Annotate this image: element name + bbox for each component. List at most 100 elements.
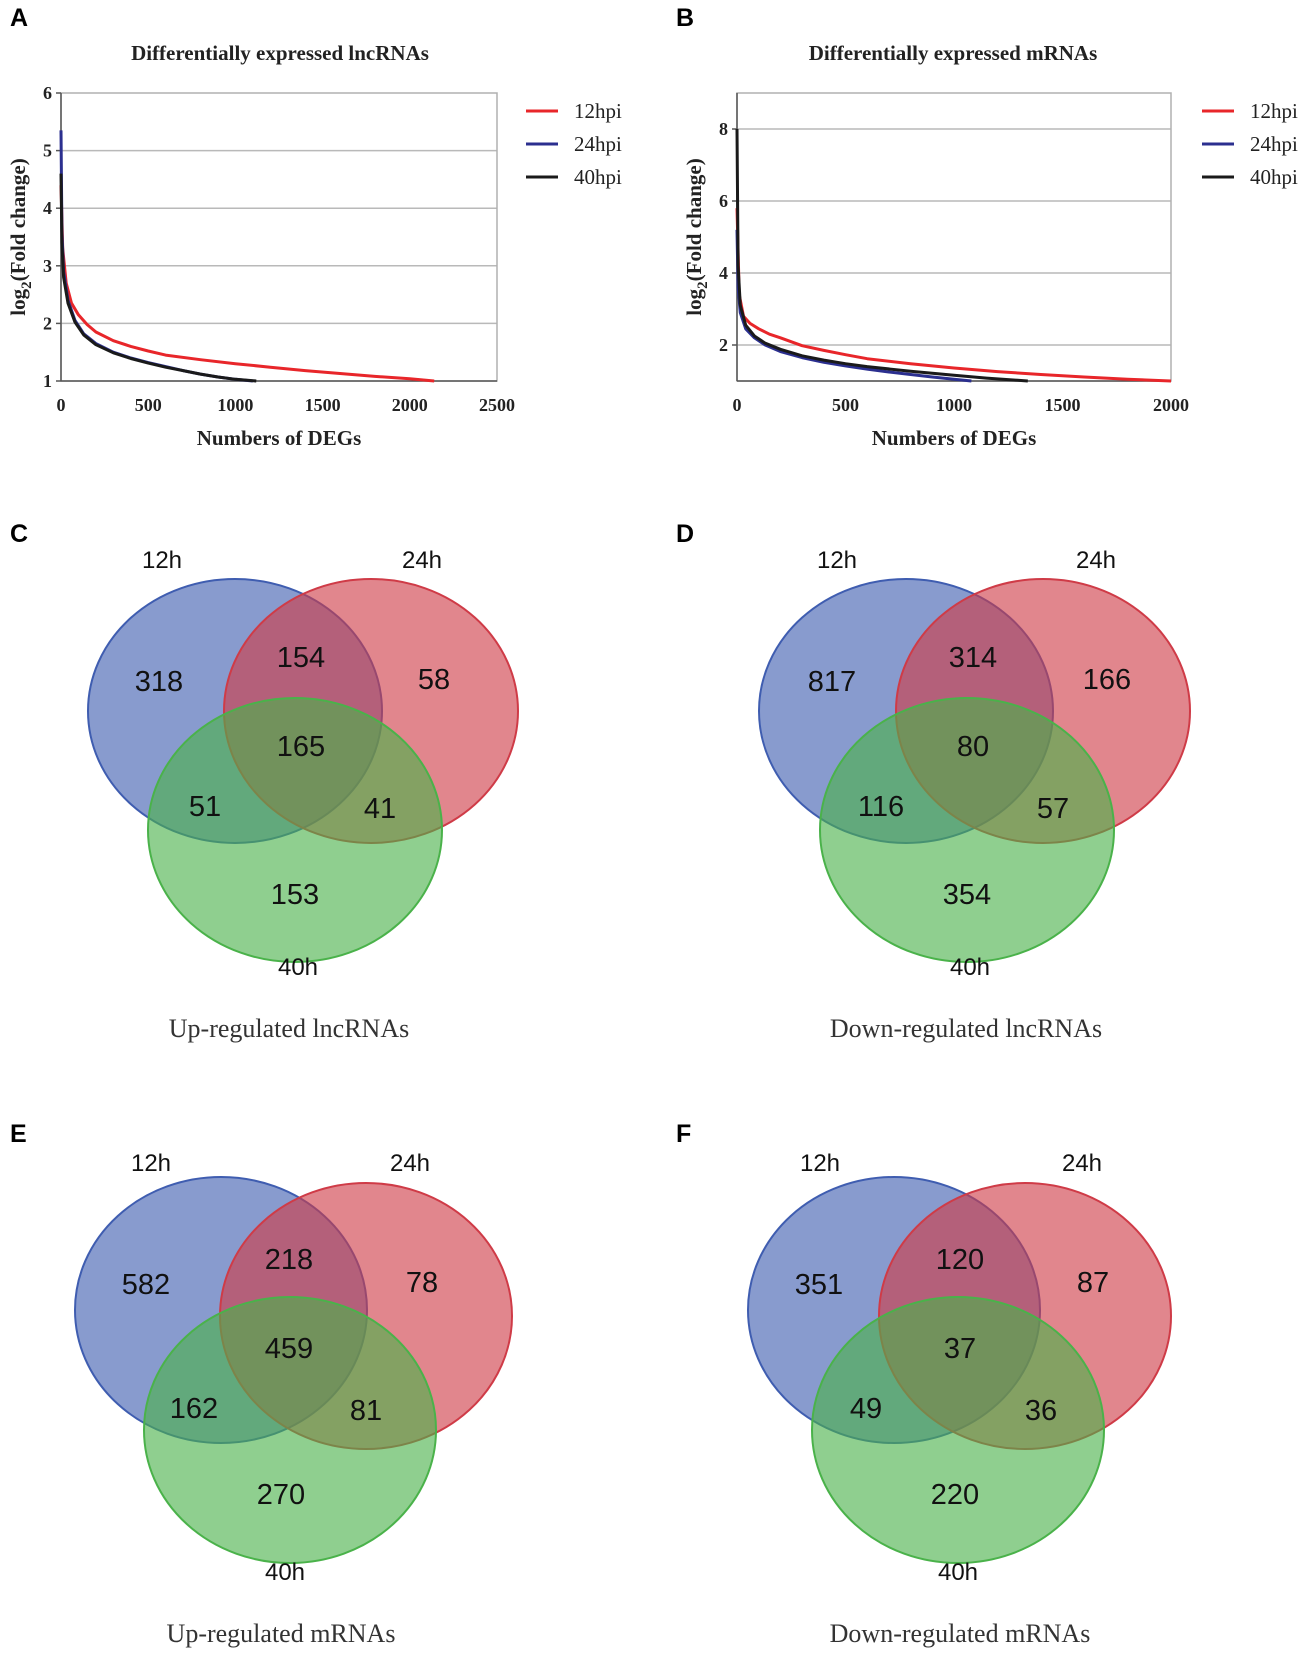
- x-tick-label: 1000: [217, 395, 253, 415]
- y-tick-label: 6: [43, 83, 52, 103]
- venn-count-only_a: 318: [135, 666, 183, 698]
- venn-diagram-2: 318 58 153 154 51 41 165 12h 24h 40h Up-regulated …: [87, 547, 519, 1043]
- x-tick-label: 1500: [305, 395, 341, 415]
- venn-count-ac: 162: [170, 1393, 218, 1425]
- venn-count-bc: 41: [364, 793, 396, 825]
- series-line-12hpi: [59, 185, 435, 383]
- venn-count-bc: 81: [350, 1395, 382, 1427]
- y-axis-label: log2(Fold change): [682, 158, 711, 315]
- y-tick-label: 3: [43, 256, 52, 276]
- venn-set-label-12h: 12h: [131, 1150, 171, 1177]
- y-tick-label: 2: [719, 335, 728, 355]
- venn-count-bc: 57: [1037, 793, 1069, 825]
- series-line-40hpi: [735, 128, 1028, 383]
- venn-count-ab: 314: [949, 642, 997, 674]
- y-axis-label: log2(Fold change): [6, 158, 35, 315]
- venn-caption: Down-regulated lncRNAs: [830, 1014, 1102, 1043]
- venn-count-ab: 218: [265, 1244, 313, 1276]
- venn-set-label-40h: 40h: [950, 954, 990, 981]
- venn-count-only_c: 153: [271, 879, 319, 911]
- venn-set-label-24h: 24h: [390, 1150, 430, 1177]
- venn-count-ab: 154: [277, 642, 325, 674]
- venn-count-only_a: 582: [122, 1269, 170, 1301]
- x-tick-label: 1500: [1045, 395, 1081, 415]
- venn-count-ab: 120: [936, 1244, 984, 1276]
- venn-caption: Up-regulated lncRNAs: [169, 1014, 409, 1043]
- y-tick-label: 8: [719, 119, 728, 139]
- venn-set-label-12h: 12h: [800, 1150, 840, 1177]
- venn-circle-40h: [811, 1296, 1105, 1564]
- venn-set-label-40h: 40h: [265, 1559, 305, 1586]
- venn-count-ac: 49: [850, 1393, 882, 1425]
- x-tick-label: 2000: [1153, 395, 1189, 415]
- venn-set-label-40h: 40h: [938, 1559, 978, 1586]
- venn-set-label-40h: 40h: [278, 954, 318, 981]
- x-tick-label: 2500: [479, 395, 515, 415]
- panel-label-D: D: [676, 520, 694, 548]
- y-tick-label: 6: [719, 191, 728, 211]
- venn-count-only_c: 354: [943, 879, 991, 911]
- venn-count-ac: 116: [858, 791, 904, 823]
- y-tick-label: 2: [43, 313, 52, 333]
- venn-set-label-24h: 24h: [402, 547, 442, 574]
- chart-title: Differentially expressed lncRNAs: [131, 41, 429, 65]
- legend-label-12hpi: 12hpi: [574, 99, 622, 123]
- legend-label-24hpi: 24hpi: [574, 132, 622, 156]
- x-tick-label: 0: [57, 395, 66, 415]
- venn-caption: Up-regulated mRNAs: [167, 1619, 396, 1648]
- panel-label-A: A: [10, 4, 28, 32]
- venn-count-abc: 80: [957, 731, 989, 763]
- series-line-24hpi: [59, 130, 253, 383]
- x-tick-label: 500: [135, 395, 162, 415]
- venn-count-bc: 36: [1025, 1395, 1057, 1427]
- y-tick-label: 1: [43, 371, 52, 391]
- venn-diagram-3: 817 166 354 314 116 57 80 12h 24h 40h Down-regulat…: [758, 547, 1191, 1043]
- venn-count-only_b: 78: [406, 1267, 438, 1299]
- venn-set-label-24h: 24h: [1062, 1150, 1102, 1177]
- x-tick-label: 0: [733, 395, 742, 415]
- legend-label-12hpi: 12hpi: [1250, 99, 1298, 123]
- panel-label-F: F: [676, 1120, 691, 1148]
- legend-label-40hpi: 40hpi: [1250, 165, 1298, 189]
- x-tick-label: 2000: [392, 395, 428, 415]
- venn-count-only_c: 220: [931, 1479, 979, 1511]
- venn-set-label-24h: 24h: [1076, 547, 1116, 574]
- venn-set-label-12h: 12h: [142, 547, 182, 574]
- legend-label-40hpi: 40hpi: [574, 165, 622, 189]
- x-axis-label: Numbers of DEGs: [872, 426, 1037, 450]
- venn-diagram-5: 351 87 220 120 49 36 37 12h 24h 40h Down-regulated…: [747, 1150, 1172, 1648]
- venn-circle-40h: [143, 1296, 437, 1564]
- venn-count-abc: 37: [944, 1333, 976, 1365]
- plot-border: [736, 92, 1172, 382]
- venn-set-label-12h: 12h: [817, 547, 857, 574]
- venn-count-abc: 165: [277, 731, 325, 763]
- x-tick-label: 500: [832, 395, 859, 415]
- venn-diagram-4: 582 78 270 218 162 81 459 12h 24h 40h Up-regulated…: [74, 1150, 513, 1648]
- venn-count-only_b: 87: [1077, 1267, 1109, 1299]
- venn-caption: Down-regulated mRNAs: [830, 1619, 1091, 1648]
- y-tick-label: 4: [719, 263, 728, 283]
- venn-count-abc: 459: [265, 1333, 313, 1365]
- x-tick-label: 1000: [936, 395, 972, 415]
- venn-count-only_b: 166: [1083, 664, 1131, 696]
- y-tick-label: 4: [43, 198, 52, 218]
- series-line-12hpi: [735, 208, 1172, 383]
- chart-title: Differentially expressed mRNAs: [809, 41, 1098, 65]
- venn-circle-40h: [819, 697, 1115, 963]
- legend-label-24hpi: 24hpi: [1250, 132, 1298, 156]
- y-tick-label: 5: [43, 141, 52, 161]
- venn-count-only_c: 270: [257, 1479, 305, 1511]
- x-axis-label: Numbers of DEGs: [197, 426, 362, 450]
- venn-count-only_a: 351: [795, 1269, 843, 1301]
- line-chart-lncrna: Differentially expressed lncRNAs 1 2 3 4 5 6 0 5…: [6, 41, 622, 450]
- panel-label-C: C: [10, 520, 28, 548]
- venn-count-only_b: 58: [418, 664, 450, 696]
- plot-border: [60, 92, 498, 382]
- venn-count-ac: 51: [189, 791, 221, 823]
- venn-count-only_a: 817: [808, 666, 856, 698]
- panel-label-E: E: [10, 1120, 27, 1148]
- series-line-40hpi: [59, 173, 257, 383]
- series-line-24hpi: [735, 229, 972, 383]
- panel-label-B: B: [676, 4, 694, 32]
